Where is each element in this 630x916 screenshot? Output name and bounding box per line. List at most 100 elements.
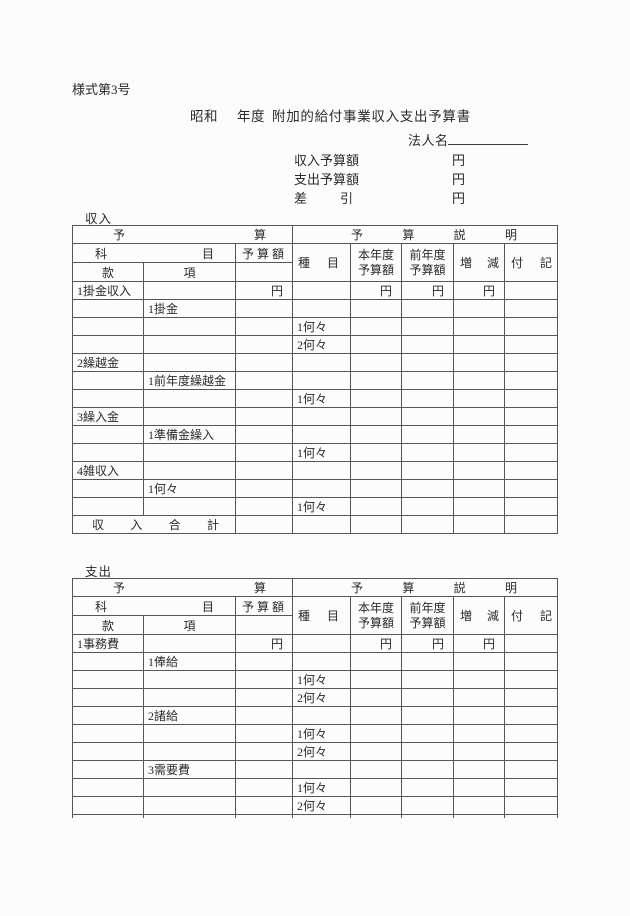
- table-row: 2何々: [72, 742, 558, 761]
- header-change: 増減: [453, 596, 505, 635]
- cell-category: 1何々: [292, 724, 351, 743]
- cell-previous-year: [401, 724, 454, 743]
- cell-note: [504, 688, 558, 707]
- cell-current-year: [350, 317, 402, 336]
- header-note: 付記: [504, 596, 558, 635]
- cell-previous-year: 円: [401, 281, 454, 300]
- cell-previous-year: [401, 425, 454, 444]
- cell-budget-amount: [235, 407, 293, 426]
- cell-note: [504, 335, 558, 354]
- cell-change: [453, 706, 505, 725]
- cell-current-year: [350, 706, 402, 725]
- cell-note: [504, 760, 558, 779]
- cell-current-year: [350, 688, 402, 707]
- header-note: 付記: [504, 243, 558, 282]
- expenditure-budget-total-unit: 円: [451, 172, 465, 187]
- cell-division: 1掛金収入: [72, 281, 144, 300]
- cell-budget-amount: [235, 515, 293, 534]
- cell-division: [72, 425, 144, 444]
- cell-current-year: [350, 742, 402, 761]
- cell-budget-amount: [235, 742, 293, 761]
- income-budget-total-label: 収入予算額: [294, 153, 360, 168]
- table-row: 1何々: [72, 497, 558, 516]
- cell-item: 1俸給: [143, 652, 236, 671]
- truncated-cell: [235, 814, 293, 818]
- cell-previous-year: [401, 652, 454, 671]
- cell-current-year: 円: [350, 634, 402, 653]
- cell-previous-year: [401, 706, 454, 725]
- cell-note: [504, 371, 558, 390]
- header-row-groups: 予算予算説明: [72, 225, 558, 244]
- cell-previous-year: [401, 407, 454, 426]
- table-row: 1俸給: [72, 652, 558, 671]
- cell-change: 円: [453, 281, 505, 300]
- cell-change: [453, 299, 505, 318]
- title-era: 昭和: [190, 109, 218, 124]
- cell-previous-year: [401, 796, 454, 815]
- cell-category: [292, 299, 351, 318]
- cell-change: [453, 796, 505, 815]
- cell-division: [72, 688, 144, 707]
- cell-item: [143, 778, 236, 797]
- cell-item: 3需要費: [143, 760, 236, 779]
- header-budget-amount-blank: [235, 262, 293, 282]
- cell-category: 2何々: [292, 742, 351, 761]
- income-budget-total-unit: 円: [451, 153, 465, 168]
- cell-previous-year: [401, 688, 454, 707]
- cell-current-year: [350, 425, 402, 444]
- truncated-cell: [292, 814, 351, 818]
- cell-current-year: [350, 299, 402, 318]
- cell-previous-year: [401, 353, 454, 372]
- header-budget-amount-blank: [235, 615, 293, 635]
- expenditure-budget-total-label: 支出予算額: [294, 172, 360, 187]
- header-division: 款: [72, 615, 144, 635]
- header-budget-amount: 予算額: [235, 243, 293, 263]
- table-row: 1何々: [72, 443, 558, 462]
- header-current-year: 本年度 予算額: [350, 596, 402, 635]
- cell-division: [72, 443, 144, 462]
- cell-change: [453, 724, 505, 743]
- cell-category: 1何々: [292, 317, 351, 336]
- cell-item: [143, 281, 236, 300]
- cell-note: [504, 461, 558, 480]
- cell-current-year: [350, 443, 402, 462]
- cell-division: [72, 389, 144, 408]
- cell-budget-amount: [235, 706, 293, 725]
- cell-category: 1何々: [292, 389, 351, 408]
- cell-current-year: [350, 335, 402, 354]
- truncated-cell: [72, 814, 144, 818]
- cell-current-year: [350, 461, 402, 480]
- cell-category: [292, 353, 351, 372]
- header-row-subjects: 科目予算額種目本年度 予算額 前年度 予算額増減付記: [72, 243, 558, 282]
- cell-item: [143, 461, 236, 480]
- cell-previous-year: [401, 742, 454, 761]
- cell-division: [72, 652, 144, 671]
- cell-category: [292, 425, 351, 444]
- cell-note: [504, 706, 558, 725]
- cell-budget-amount: [235, 688, 293, 707]
- cell-budget-amount: [235, 479, 293, 498]
- cell-note: [504, 796, 558, 815]
- cell-budget-amount: [235, 461, 293, 480]
- cell-previous-year: [401, 299, 454, 318]
- header-budget-amount: 予算額: [235, 596, 293, 616]
- truncated-cell: [350, 814, 402, 818]
- cell-budget-amount: [235, 299, 293, 318]
- header-previous-year: 前年度 予算額: [401, 243, 454, 282]
- cell-item: [143, 317, 236, 336]
- cell-item: [143, 670, 236, 689]
- cell-budget-amount: [235, 760, 293, 779]
- cell-change: 円: [453, 634, 505, 653]
- cell-current-year: [350, 760, 402, 779]
- cell-category: 2何々: [292, 688, 351, 707]
- cell-previous-year: [401, 515, 454, 534]
- header-division: 款: [72, 262, 144, 282]
- cell-division: 1事務費: [72, 634, 144, 653]
- truncated-cell: [143, 814, 236, 818]
- cell-current-year: [350, 479, 402, 498]
- cell-note: [504, 634, 558, 653]
- total-label: 収入合計: [72, 515, 236, 534]
- cell-item: 1前年度繰越金: [143, 371, 236, 390]
- cell-previous-year: [401, 461, 454, 480]
- cell-category: [292, 706, 351, 725]
